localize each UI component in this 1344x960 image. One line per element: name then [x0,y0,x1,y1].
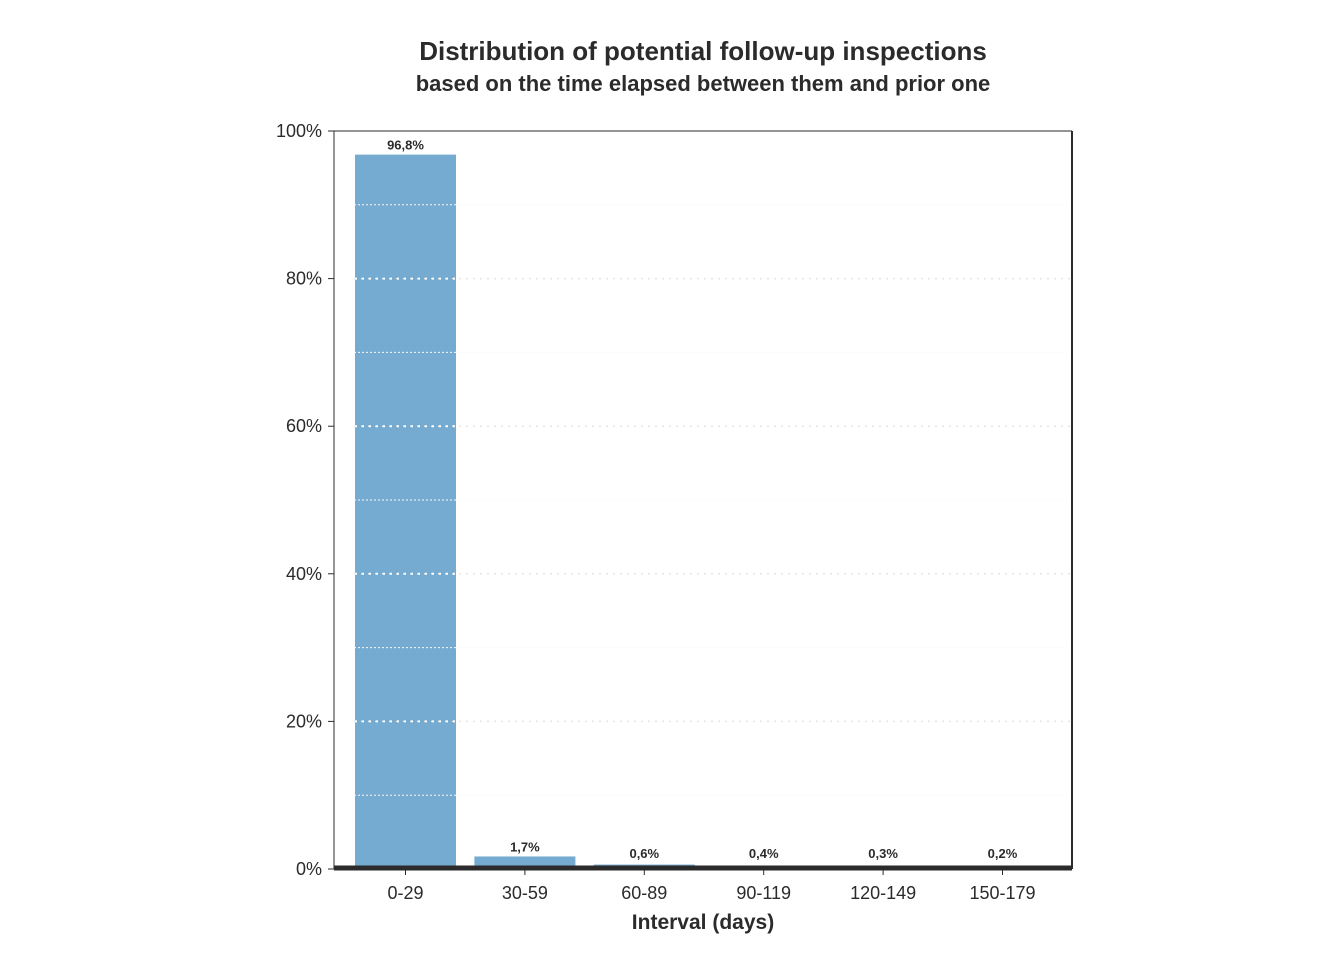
data-label: 1,7% [510,839,540,854]
x-axis-title: Interval (days) [632,911,774,934]
bar-0-29 [355,154,456,870]
data-labels: 96,8% 1,7% 0,6% 0,4% 0,3% 0,2% [387,138,1018,861]
x-tick-label: 150-179 [969,883,1035,903]
data-label: 0,2% [988,846,1018,861]
y-tick-label: 40% [286,564,322,584]
data-label: 0,3% [868,846,898,861]
data-label: 0,4% [749,846,779,861]
bars-group [355,154,1053,870]
y-tick-label: 80% [286,269,322,289]
y-tick-label: 20% [286,711,322,731]
x-tick-label: 0-29 [387,883,423,903]
y-tick-label: 0% [296,859,322,879]
chart-title: Distribution of potential follow-up insp… [419,36,987,66]
x-tick-label: 90-119 [736,883,791,903]
x-tick-label: 120-149 [850,883,916,903]
chart-subtitle: based on the time elapsed between them a… [416,71,991,96]
x-tick-label: 30-59 [502,883,548,903]
x-tick-label: 60-89 [621,883,667,903]
data-label: 0,6% [629,846,659,861]
y-tick-label: 100% [276,121,322,141]
data-label: 96,8% [387,138,424,153]
axes: 0% 20% 40% 60% 80% 100% 0-29 30-59 60-89 90-119 12… [276,121,1073,903]
gridlines [354,204,1070,796]
y-tick-label: 60% [286,416,322,436]
